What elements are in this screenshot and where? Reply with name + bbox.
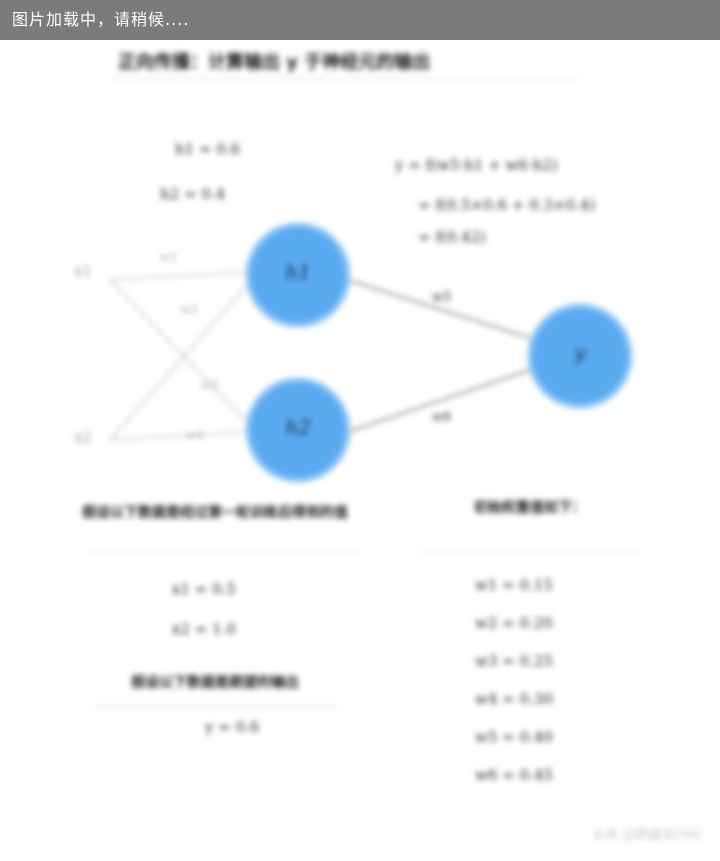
- loading-text: 图片加载中，请稍候....: [12, 10, 190, 29]
- weight-value-w3: w3 = 0.25: [475, 652, 553, 670]
- weight-label-w5: w5: [432, 290, 452, 305]
- edge-h2-y: [347, 368, 531, 434]
- input-value-x2: x2 = 1.0: [172, 620, 236, 638]
- output-node-label: y: [574, 340, 586, 364]
- target-heading: 假设以下数据是期望的输出: [131, 675, 299, 691]
- hidden-node-2: [245, 377, 351, 483]
- edge-x2-h2: [109, 431, 251, 441]
- target-heading-underline: [90, 706, 340, 707]
- input-label-x2: x2: [74, 428, 93, 446]
- weight-label-w1: w1: [160, 250, 178, 264]
- left-heading-underline: [90, 552, 360, 553]
- weight-label-w2: w2: [180, 302, 198, 316]
- input-value-x1: x1 = 0.5: [172, 580, 236, 598]
- hidden-node-1: [245, 222, 351, 328]
- right-heading: 初始权重值如下：: [474, 500, 586, 516]
- weight-label-w3: w3: [200, 378, 218, 392]
- loading-banner: 图片加载中，请稍候....: [0, 0, 720, 40]
- output-formula-line3: = f(0.42): [418, 228, 486, 246]
- weight-value-w4: w4 = 0.30: [475, 690, 553, 708]
- left-heading: 假设以下数据是经过第一轮训练后得到的值: [82, 505, 348, 521]
- hidden-node-1-label: h1: [285, 260, 311, 284]
- weight-value-w5: w5 = 0.40: [475, 728, 553, 746]
- edge-x2-h1: [109, 281, 251, 441]
- neural-network-figure: 正向传播：计算输出 y 于神经元的输出 h1 = 0.6 h2 = 0.4 y …: [0, 40, 720, 861]
- hidden-value-1: h1 = 0.6: [175, 140, 241, 158]
- target-value: y = 0.6: [205, 718, 260, 736]
- output-node: [527, 303, 633, 409]
- diagram-title: 正向传播：计算输出 y 于神经元的输出: [118, 52, 431, 73]
- title-underline: [110, 78, 580, 79]
- right-heading-underline: [420, 552, 640, 553]
- output-formula-line1: y = f(w5·h1 + w6·h2): [395, 156, 558, 174]
- weight-value-w1: w1 = 0.15: [475, 576, 553, 594]
- edge-x1-h2: [109, 279, 251, 426]
- weight-label-w4: w4: [186, 428, 204, 442]
- output-formula-line2: = f(0.5×0.6 + 0.3×0.4): [418, 196, 596, 214]
- hidden-value-2: h2 = 0.4: [160, 185, 226, 203]
- network-diagram: [109, 222, 633, 483]
- input-label-x1: x1: [74, 262, 93, 280]
- edge-x1-h1: [109, 271, 251, 281]
- weight-value-w2: w2 = 0.20: [475, 614, 553, 632]
- edge-h1-y: [347, 278, 531, 340]
- weight-value-w6: w6 = 0.45: [475, 766, 553, 784]
- hidden-node-2-label: h2: [285, 415, 311, 439]
- weight-label-w6: w6: [432, 410, 452, 425]
- watermark: 头条 @数据派THU: [592, 828, 702, 843]
